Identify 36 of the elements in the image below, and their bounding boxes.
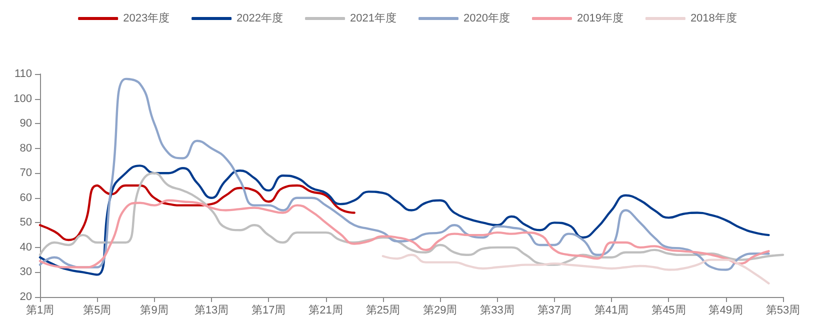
- legend-label: 2022年度: [236, 12, 284, 24]
- x-tick-label: 第25周: [366, 304, 400, 316]
- x-tick-label: 第45周: [652, 304, 686, 316]
- legend-label: 2023年度: [123, 12, 170, 24]
- y-tick-label: 90: [20, 118, 32, 130]
- legend-label: 2018年度: [690, 12, 737, 24]
- line-series: [38, 199, 770, 268]
- x-tick-label: 第49周: [708, 304, 743, 316]
- y-tick-label: 70: [20, 167, 32, 180]
- x-tick-label: 第37周: [537, 304, 572, 316]
- y-tick-label: 80: [20, 142, 32, 154]
- line-series: [38, 78, 770, 271]
- x-tick-label: 第21周: [308, 304, 343, 316]
- x-tick-label: 第53周: [766, 304, 800, 316]
- x-tick-label: 第1周: [26, 304, 54, 316]
- y-tick-label: 100: [14, 92, 32, 105]
- y-tick-label: 60: [20, 192, 32, 204]
- line-series: [38, 172, 784, 266]
- x-tick-label: 第17周: [251, 304, 286, 316]
- line-series: [38, 184, 356, 242]
- x-tick-label: 第33周: [480, 304, 514, 316]
- y-tick-label: 40: [20, 241, 32, 254]
- x-tick-label: 第29周: [422, 304, 458, 316]
- legend-label: 2020年度: [464, 12, 510, 24]
- x-tick-label: 第41周: [594, 304, 629, 316]
- y-tick-label: 20: [20, 291, 32, 303]
- y-tick-label: 50: [20, 216, 32, 229]
- line-series: [38, 164, 770, 276]
- y-tick-label: 110: [14, 68, 32, 80]
- x-tick-label: 第5周: [83, 304, 112, 316]
- y-tick-label: 30: [20, 266, 32, 278]
- legend-label: 2021年度: [350, 12, 397, 24]
- x-tick-label: 第13周: [194, 304, 229, 316]
- legend-label: 2019年度: [576, 12, 624, 24]
- x-tick-label: 第9周: [140, 304, 168, 316]
- line-series: [382, 254, 770, 284]
